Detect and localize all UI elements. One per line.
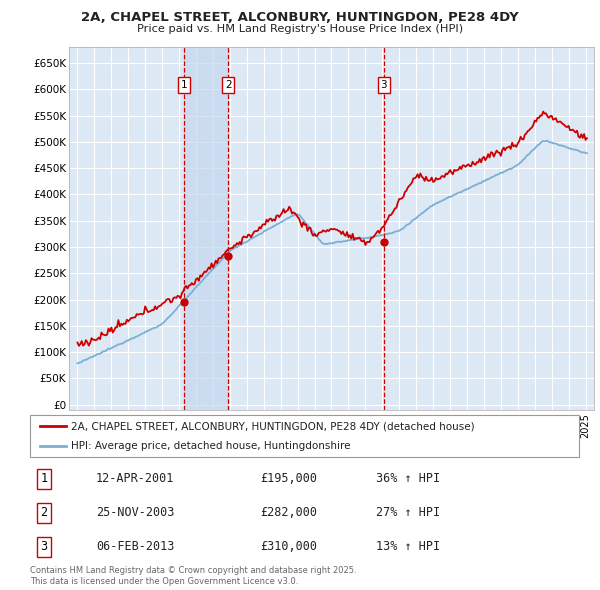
Text: 06-FEB-2013: 06-FEB-2013 bbox=[96, 540, 174, 553]
Text: 2: 2 bbox=[225, 80, 232, 90]
Text: £282,000: £282,000 bbox=[260, 506, 317, 519]
Text: Price paid vs. HM Land Registry's House Price Index (HPI): Price paid vs. HM Land Registry's House … bbox=[137, 24, 463, 34]
Text: Contains HM Land Registry data © Crown copyright and database right 2025.
This d: Contains HM Land Registry data © Crown c… bbox=[30, 566, 356, 586]
Text: 2A, CHAPEL STREET, ALCONBURY, HUNTINGDON, PE28 4DY (detached house): 2A, CHAPEL STREET, ALCONBURY, HUNTINGDON… bbox=[71, 421, 475, 431]
Text: 13% ↑ HPI: 13% ↑ HPI bbox=[376, 540, 440, 553]
Text: HPI: Average price, detached house, Huntingdonshire: HPI: Average price, detached house, Hunt… bbox=[71, 441, 350, 451]
Text: 1: 1 bbox=[181, 80, 187, 90]
Text: 12-APR-2001: 12-APR-2001 bbox=[96, 472, 174, 486]
Text: 3: 3 bbox=[380, 80, 387, 90]
Text: 27% ↑ HPI: 27% ↑ HPI bbox=[376, 506, 440, 519]
Text: 3: 3 bbox=[40, 540, 47, 553]
Text: £310,000: £310,000 bbox=[260, 540, 317, 553]
Text: 2: 2 bbox=[40, 506, 47, 519]
Bar bbox=[184, 47, 228, 410]
Text: 25-NOV-2003: 25-NOV-2003 bbox=[96, 506, 174, 519]
Text: 2A, CHAPEL STREET, ALCONBURY, HUNTINGDON, PE28 4DY: 2A, CHAPEL STREET, ALCONBURY, HUNTINGDON… bbox=[81, 11, 519, 24]
FancyBboxPatch shape bbox=[30, 415, 579, 457]
Text: 36% ↑ HPI: 36% ↑ HPI bbox=[376, 472, 440, 486]
Text: 1: 1 bbox=[40, 472, 47, 486]
Text: £195,000: £195,000 bbox=[260, 472, 317, 486]
